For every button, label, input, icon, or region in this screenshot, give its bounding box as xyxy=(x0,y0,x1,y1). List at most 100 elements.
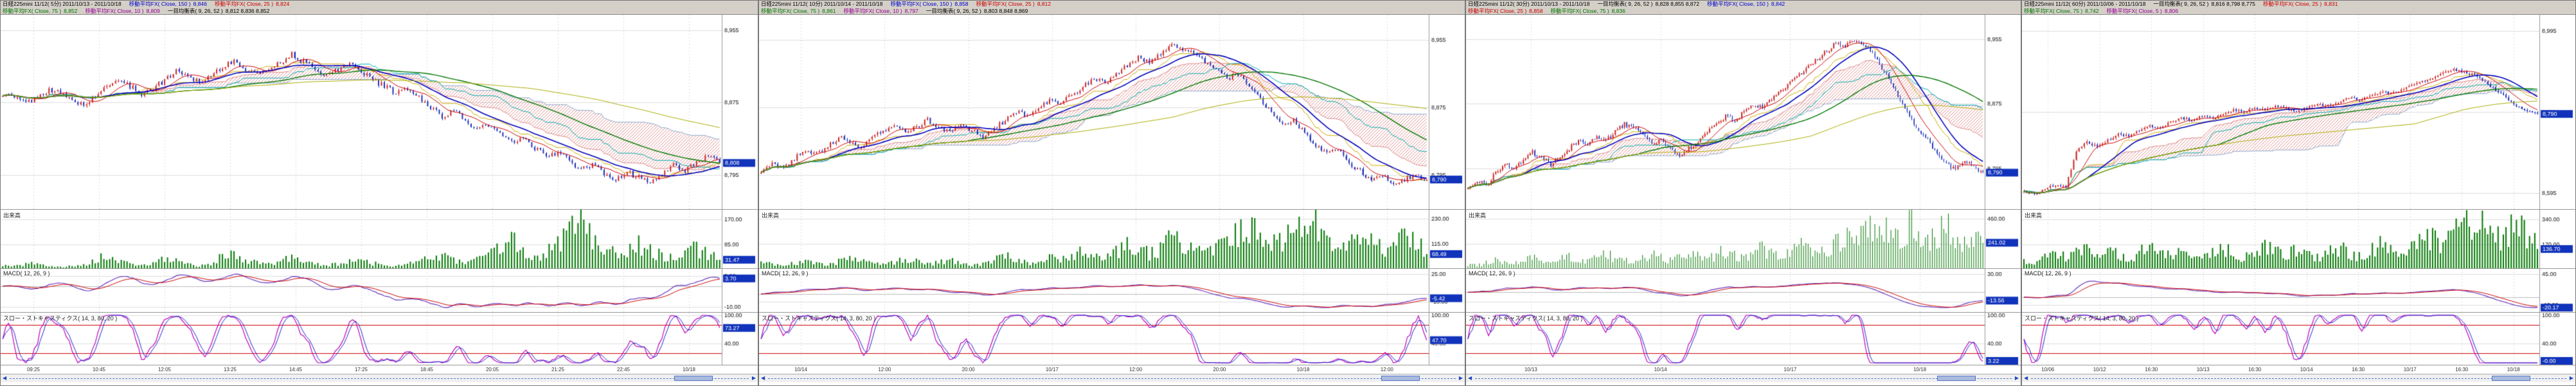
indicator-value: 8,816 8,798 8,775 xyxy=(2211,1,2255,7)
time-label: 16:30 xyxy=(2455,367,2469,372)
price-chart-canvas[interactable] xyxy=(1466,15,2021,209)
pane-label: MACD( 12, 26, 9 ) xyxy=(762,270,809,277)
time-label: 10/17 xyxy=(2403,367,2417,372)
horizontal-scrollbar[interactable]: ◀ ▶ xyxy=(1466,374,2021,382)
indicator-label: 移動平均FX( Close, 25 ) xyxy=(2263,1,2322,7)
time-label: 16:30 xyxy=(2352,367,2365,372)
panel-header: 日経225mini 11/12( 60分) 2011/10/06 - 2011/… xyxy=(2022,1,2575,15)
scroll-right-icon[interactable]: ▶ xyxy=(751,375,756,381)
scroll-track[interactable] xyxy=(1475,378,2012,379)
time-label: 10/14 xyxy=(2300,367,2313,372)
indicator-segment: 移動平均FX( Close, 75 ) 8,861 xyxy=(761,8,836,14)
volume-chart-canvas[interactable] xyxy=(1,210,758,269)
indicator-segment: 移動平均FX( Close, 150 ) 8,842 xyxy=(1707,1,1785,7)
time-label: 20:00 xyxy=(962,367,975,372)
time-label: 18:45 xyxy=(420,367,434,372)
indicator-segment: 移動平均FX( Close, 25 ) 8,831 xyxy=(2263,1,2338,7)
indicator-segment: 移動平均FX( Close, 75 ) 8,836 xyxy=(1550,8,1625,14)
indicator-label: 移動平均FX( Close, 150 ) xyxy=(129,1,191,7)
macd-chart-canvas[interactable] xyxy=(759,269,1465,313)
price-chart-pane xyxy=(759,15,1465,209)
time-label: 10/18 xyxy=(682,367,696,372)
time-axis: 10/13 10/14 10/17 10/18 xyxy=(1466,365,2021,374)
indicator-value: 8,846 xyxy=(193,1,207,7)
stoch-chart-canvas[interactable] xyxy=(759,313,1465,365)
pane-label: MACD( 12, 26, 9 ) xyxy=(2025,270,2071,277)
scroll-track[interactable] xyxy=(10,378,749,379)
scroll-left-icon[interactable]: ◀ xyxy=(1468,375,1472,381)
indicator-segment: 一目均衡表( 9, 26, 52 ) 8,803 8,848 8,869 xyxy=(926,8,1028,14)
volume-chart-canvas[interactable] xyxy=(1466,210,2021,269)
time-label: 16:30 xyxy=(2145,367,2158,372)
indicator-value: 8,742 xyxy=(2085,8,2099,14)
scroll-right-icon[interactable]: ▶ xyxy=(2569,375,2573,381)
volume-chart-pane: 出来高 xyxy=(1466,209,2021,269)
stoch-chart-canvas[interactable] xyxy=(2022,313,2575,365)
scroll-left-icon[interactable]: ◀ xyxy=(2024,375,2028,381)
scroll-thumb[interactable] xyxy=(1381,376,1420,381)
indicator-value: 8,828 8,855 8,872 xyxy=(1655,1,1699,7)
scroll-left-icon[interactable]: ◀ xyxy=(3,375,7,381)
price-chart-pane xyxy=(1466,15,2021,209)
scroll-thumb[interactable] xyxy=(1937,376,1976,381)
pane-label: 出来高 xyxy=(1469,212,1487,219)
indicator-value: 8,809 xyxy=(146,8,160,14)
scroll-track[interactable] xyxy=(2031,378,2566,379)
chart-panel-4: 日経225mini 11/12( 60分) 2011/10/06 - 2011/… xyxy=(2021,0,2576,386)
indicator-label: 一目均衡表( 9, 26, 52 ) xyxy=(167,8,223,14)
macd-chart-canvas[interactable] xyxy=(2022,269,2575,313)
indicator-value: 8,861 xyxy=(822,8,836,14)
chart-title-segment: 日経225mini 11/12( 60分) 2011/10/06 - 2011/… xyxy=(2024,1,2145,7)
horizontal-scrollbar[interactable]: ◀ ▶ xyxy=(2022,374,2575,382)
scroll-thumb[interactable] xyxy=(674,376,713,381)
indicator-segment: 一目均衡表( 9, 26, 52 ) 8,828 8,855 8,872 xyxy=(1597,1,1699,7)
time-label: 10/13 xyxy=(1524,367,1537,372)
time-axis: 10/14 12:00 20:00 10/17 12:00 20:00 10/18 12:00 xyxy=(759,365,1465,374)
horizontal-scrollbar[interactable]: ◀ ▶ xyxy=(759,374,1465,382)
chart-panel-2: 日経225mini 11/12( 10分) 2011/10/14 - 2011/… xyxy=(758,0,1465,386)
pane-label: スロー・ストキャスティクス( 14, 3, 80, 20 ) xyxy=(762,315,876,322)
indicator-label: 一目均衡表( 9, 26, 52 ) xyxy=(1597,1,1653,7)
time-label: 10/18 xyxy=(2507,367,2520,372)
scroll-thumb[interactable] xyxy=(2492,376,2530,381)
scroll-track[interactable] xyxy=(768,378,1456,379)
time-axis: 10/06 10/12 16:30 10/13 16:30 10/14 16:30 10/17… xyxy=(2022,365,2575,374)
scroll-left-icon[interactable]: ◀ xyxy=(761,375,765,381)
price-chart-canvas[interactable] xyxy=(759,15,1465,209)
chart-title-segment: 日経225mini 11/12( 5分) 2011/10/13 - 2011/1… xyxy=(3,1,121,7)
time-label: 10/14 xyxy=(794,367,808,372)
indicator-value: 8,812 xyxy=(1037,1,1051,7)
time-label: 10/13 xyxy=(2196,367,2210,372)
stoch-chart-canvas[interactable] xyxy=(1,313,758,365)
chart-panel-1: 日経225mini 11/12( 5分) 2011/10/13 - 2011/1… xyxy=(0,0,758,386)
panel-header: 日経225mini 11/12( 5分) 2011/10/13 - 2011/1… xyxy=(1,1,758,15)
indicator-label: 移動平均FX( Close, 25 ) xyxy=(976,1,1035,7)
pane-label: スロー・ストキャスティクス( 14, 3, 80, 20 ) xyxy=(3,315,118,322)
volume-chart-canvas[interactable] xyxy=(759,210,1465,269)
pane-label: 出来高 xyxy=(2025,212,2043,219)
pane-label: スロー・ストキャスティクス( 14, 3, 80, 20 ) xyxy=(2025,315,2139,322)
macd-chart-pane: MACD( 12, 26, 9 ) xyxy=(2022,268,2575,313)
time-label: 17:25 xyxy=(354,367,368,372)
stoch-chart-pane: スロー・ストキャスティクス( 14, 3, 80, 20 ) xyxy=(759,312,1465,365)
macd-chart-canvas[interactable] xyxy=(1466,269,2021,313)
pane-label: 出来高 xyxy=(762,212,780,219)
time-axis: 09:25 10:45 12:05 13:25 14:45 17:25 18:45 20:05… xyxy=(1,365,758,374)
pane-label: 出来高 xyxy=(3,212,21,219)
price-chart-canvas[interactable] xyxy=(2022,15,2575,209)
scroll-right-icon[interactable]: ▶ xyxy=(2014,375,2019,381)
stoch-chart-pane: スロー・ストキャスティクス( 14, 3, 80, 20 ) xyxy=(1466,312,2021,365)
volume-chart-pane: 出来高 xyxy=(1,209,758,269)
macd-chart-canvas[interactable] xyxy=(1,269,758,313)
macd-chart-pane: MACD( 12, 26, 9 ) xyxy=(1466,268,2021,313)
time-label: 12:00 xyxy=(1380,367,1393,372)
scroll-right-icon[interactable]: ▶ xyxy=(1458,375,1463,381)
stoch-chart-canvas[interactable] xyxy=(1466,313,2021,365)
macd-chart-pane: MACD( 12, 26, 9 ) xyxy=(759,268,1465,313)
indicator-value: 8,803 8,848 8,869 xyxy=(983,8,1028,14)
chart-title: 日経225mini 11/12( 30分) 2011/10/13 - 2011/… xyxy=(1468,1,1590,7)
price-chart-canvas[interactable] xyxy=(1,15,758,209)
indicator-segment: 一目均衡表( 9, 26, 52 ) 8,816 8,798 8,775 xyxy=(2153,1,2255,7)
horizontal-scrollbar[interactable]: ◀ ▶ xyxy=(1,374,758,382)
volume-chart-canvas[interactable] xyxy=(2022,210,2575,269)
